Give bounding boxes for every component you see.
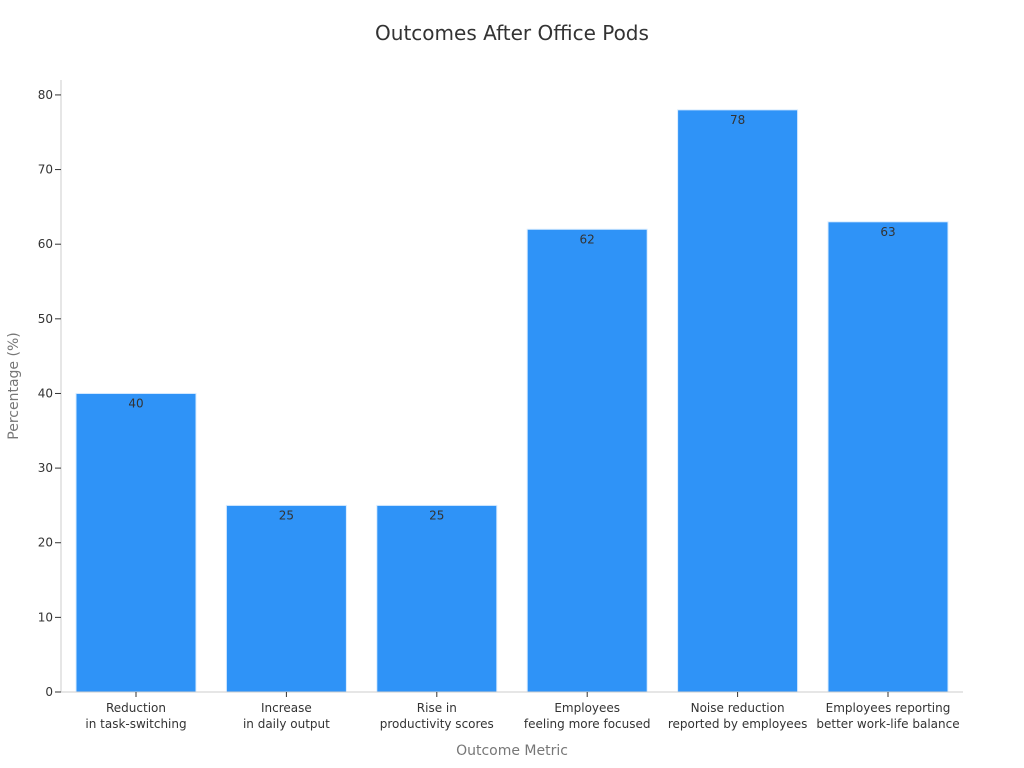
bars-group: 40 25 25 62 78 63 [75, 109, 949, 693]
x-tick-label: Rise in productivity scores [380, 701, 494, 731]
bar [376, 504, 498, 693]
y-tick-label: 0 [45, 685, 53, 699]
x-tick-label: Employees reporting better work-life bala… [816, 701, 959, 731]
y-tick-label: 20 [38, 536, 53, 550]
x-axis: Reduction in task-switching Increase in dai… [61, 691, 963, 731]
y-axis: 0 10 20 30 40 50 60 70 80 [38, 80, 62, 699]
x-tick-label-line: Reduction [106, 701, 166, 715]
y-tick-label: 60 [38, 237, 53, 251]
y-axis-label: Percentage (%) [6, 332, 22, 439]
bar [677, 109, 799, 693]
y-tick-label: 80 [38, 88, 53, 102]
data-label: 78 [730, 113, 745, 127]
x-tick-label: Reduction in task-switching [85, 701, 186, 731]
y-tick-label: 10 [38, 610, 53, 624]
data-label: 25 [429, 508, 444, 522]
data-label: 25 [279, 508, 294, 522]
x-tick-label-line: Noise reduction [691, 701, 785, 715]
y-tick-label: 70 [38, 163, 53, 177]
x-tick-label-line: Employees reporting [826, 701, 951, 715]
bar [526, 228, 648, 693]
x-tick-label: Employees feeling more focused [524, 701, 651, 731]
data-label: 40 [128, 396, 143, 410]
x-tick-label-line: feeling more focused [524, 717, 651, 731]
x-tick-label-line: in daily output [243, 717, 330, 731]
y-tick-label: 50 [38, 312, 53, 326]
x-axis-label: Outcome Metric [456, 743, 568, 759]
y-tick-label: 40 [38, 386, 53, 400]
x-tick-label-line: Rise in [417, 701, 457, 715]
x-tick-label-line: better work-life balance [816, 717, 959, 731]
bar [827, 221, 949, 693]
data-label: 63 [880, 225, 895, 239]
bar [225, 504, 347, 693]
x-tick-label-line: reported by employees [668, 717, 807, 731]
chart-title: Outcomes After Office Pods [375, 21, 649, 45]
x-tick-label: Increase in daily output [243, 701, 330, 731]
bar [75, 392, 197, 693]
y-tick-label: 30 [38, 461, 53, 475]
x-tick-label-line: productivity scores [380, 717, 494, 731]
x-tick-label-line: in task-switching [85, 717, 186, 731]
x-tick-label-line: Increase [261, 701, 312, 715]
x-tick-label-line: Employees [554, 701, 620, 715]
data-label: 62 [580, 232, 595, 246]
x-tick-label: Noise reduction reported by employees [668, 701, 807, 731]
